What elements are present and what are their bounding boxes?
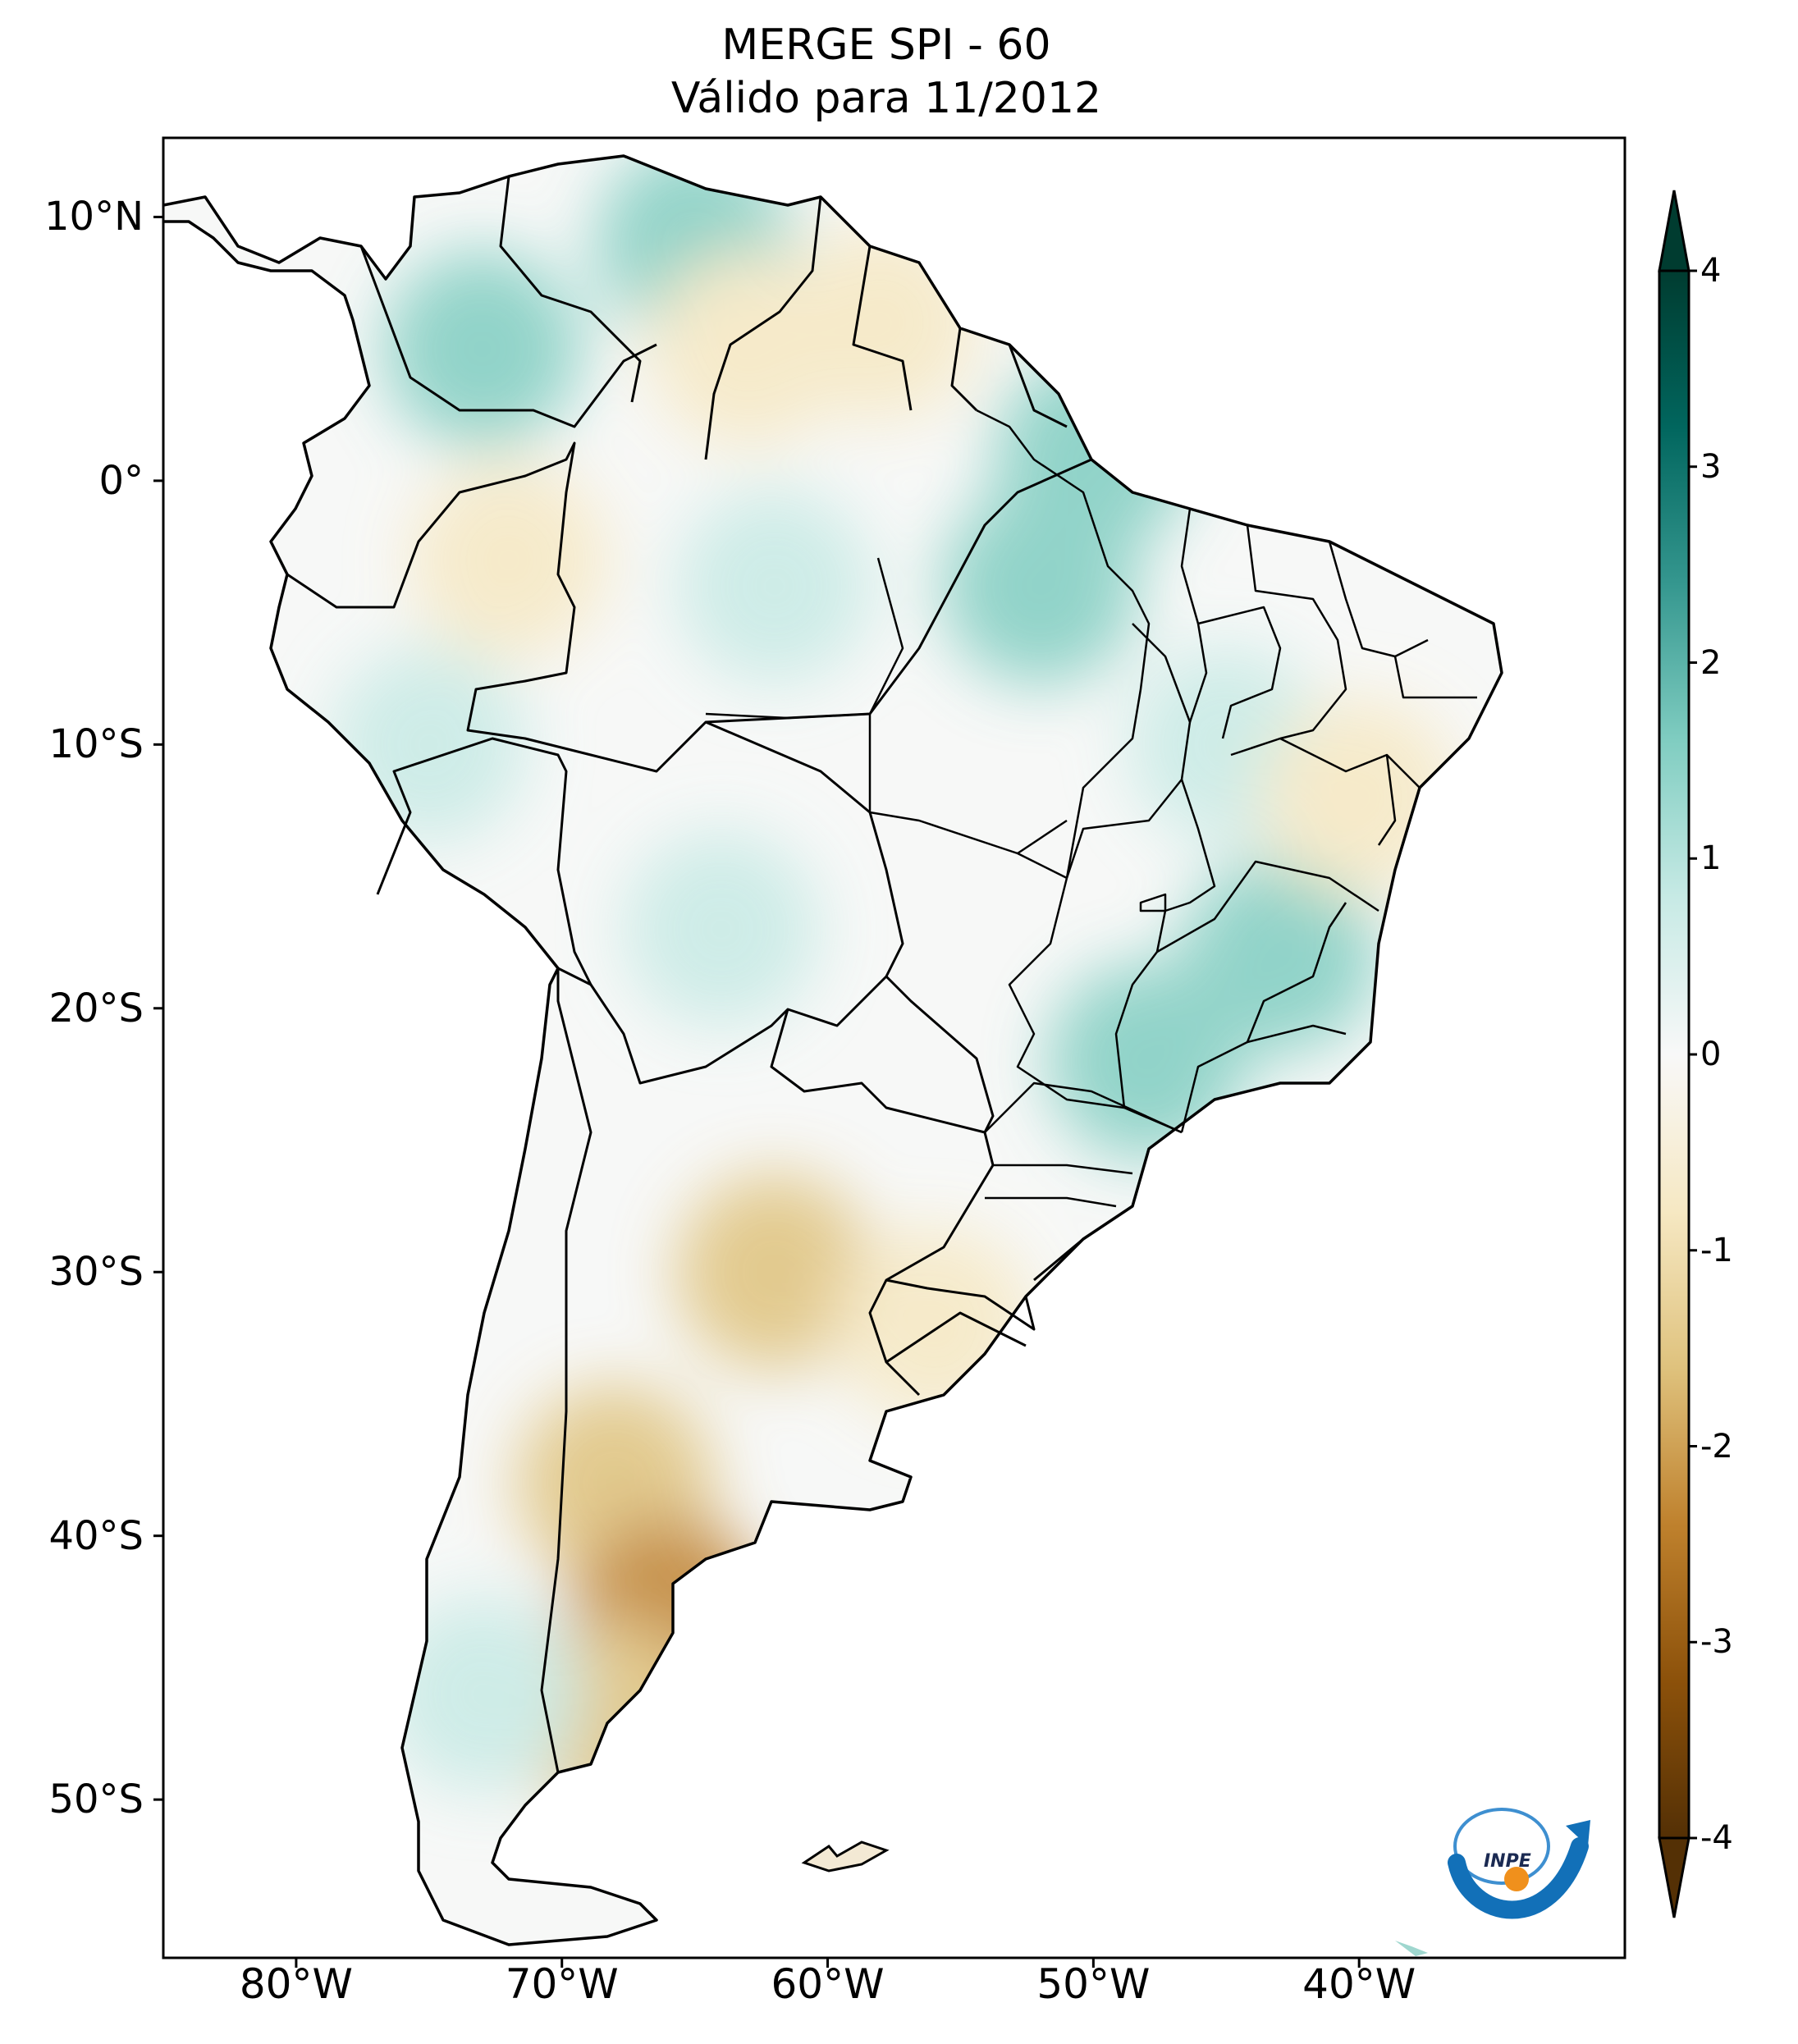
state-borders <box>705 409 1477 1208</box>
lat-tick-label: 40°S <box>48 1512 144 1559</box>
lon-tick-label: 40°W <box>1302 1960 1416 2008</box>
lat-tick-label: 30°S <box>48 1249 144 1296</box>
colorbar-tick-label: -3 <box>1700 1623 1733 1662</box>
south-georgia <box>1395 1941 1428 1956</box>
colorbar-tick-label: -2 <box>1700 1427 1733 1466</box>
inpe-logo: INPE <box>1448 1808 1590 1919</box>
lat-tick-label: 50°S <box>48 1776 144 1823</box>
colorbar-gradient <box>1659 271 1689 1838</box>
colorbar-extend-top <box>1658 190 1690 272</box>
colorbar-extend-bottom <box>1658 1836 1690 1918</box>
lon-tick-label: 80°W <box>239 1960 353 2008</box>
colorbar-tick-label: -4 <box>1700 1819 1733 1857</box>
colorbar-tick-label: 2 <box>1700 643 1722 682</box>
spi-field-patch <box>675 1173 873 1371</box>
inpe-logo-text: INPE <box>1484 1851 1531 1872</box>
lat-tick-label: 10°S <box>48 721 144 768</box>
lon-tick-label: 70°W <box>505 1960 619 2008</box>
lat-tick-label: 20°S <box>48 985 144 1031</box>
colorbar <box>1658 190 1697 1918</box>
lat-tick-label: 0° <box>98 457 144 504</box>
map-frame <box>162 136 1626 1959</box>
lon-tick-label: 60°W <box>771 1960 885 2008</box>
coastline <box>163 154 1503 1946</box>
map-title: MERGE SPI - 60 <box>721 21 1051 70</box>
colorbar-tick-label: -1 <box>1700 1231 1733 1269</box>
lat-tick-marks <box>153 215 163 1801</box>
colorbar-tick-label: 0 <box>1700 1036 1722 1073</box>
falkland-islands <box>801 1841 890 1873</box>
lat-tick-label: 10°N <box>44 194 144 240</box>
colorbar-tick-label: 3 <box>1700 447 1722 486</box>
spi-field-patch <box>383 1595 581 1793</box>
spi-field-patch <box>1048 963 1246 1160</box>
lon-tick-label: 50°W <box>1036 1960 1151 2008</box>
spi-field-patch <box>623 830 821 1028</box>
ocean-mask <box>163 138 1625 1958</box>
map-subtitle: Válido para 11/2012 <box>670 74 1102 123</box>
spi-field-patch <box>675 487 873 685</box>
colorbar-tick-label: 1 <box>1700 839 1722 878</box>
spi-field-patch <box>1181 857 1379 1054</box>
lon-tick-marks <box>295 1958 1361 1968</box>
colorbar-tick-label: 4 <box>1700 252 1722 290</box>
spi-field-patch <box>409 461 607 659</box>
spi-field-patch <box>383 250 581 448</box>
